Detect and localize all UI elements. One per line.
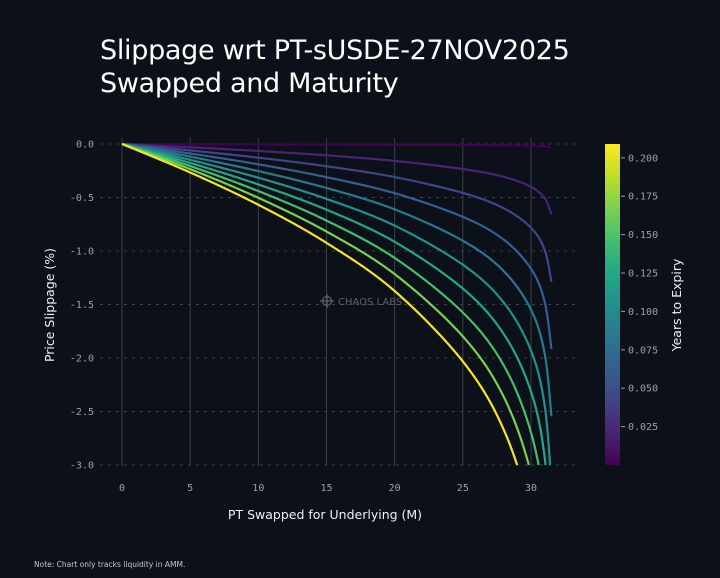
x-tick-label: 20 xyxy=(389,483,401,494)
y-tick-label: -2.5 xyxy=(70,407,94,418)
series-line xyxy=(121,142,553,417)
x-tick-label: 25 xyxy=(457,483,469,494)
series-group xyxy=(121,142,553,466)
y-tick-label: -0.5 xyxy=(70,193,94,204)
y-tick-label: 0.0 xyxy=(76,140,94,151)
colorbar-tick-label: 0.025 xyxy=(628,422,658,433)
x-axis-label: PT Swapped for Underlying (M) xyxy=(228,507,422,522)
series-line xyxy=(122,142,552,149)
series-line xyxy=(121,142,553,350)
colorbar-tick-label: 0.075 xyxy=(628,345,658,356)
colorbar-tick-label: 0.050 xyxy=(628,384,658,395)
colorbar-tick-label: 0.150 xyxy=(628,230,658,241)
colorbar-ticks: 0.200 0.175 0.150 0.125 0.100 0.075 0.050 0.025 xyxy=(621,153,658,433)
x-tick-label: 5 xyxy=(187,483,193,494)
series-line xyxy=(121,142,519,466)
watermark: CHAOS LABS xyxy=(320,294,402,308)
y-axis-label: Price Slippage (%) xyxy=(42,248,57,362)
colorbar-tick-label: 0.100 xyxy=(628,307,658,318)
chaos-labs-logo-icon xyxy=(320,294,334,308)
title-line-2: Swapped and Maturity xyxy=(100,68,399,99)
y-tick-label: -3.0 xyxy=(70,461,94,472)
series-line xyxy=(121,142,553,282)
chart-title: Slippage wrt PT-sUSDE-27NOV2025 Swapped … xyxy=(100,34,570,100)
colorbar-tick-label: 0.125 xyxy=(628,269,658,280)
y-tick-label: -2.0 xyxy=(70,354,94,365)
x-tick-label: 10 xyxy=(252,483,264,494)
x-tick-label: 30 xyxy=(525,483,537,494)
footnote: Note: Chart only tracks liquidity in AMM… xyxy=(34,560,186,569)
colorbar-label: Years to Expiry xyxy=(669,258,684,352)
colorbar-tick-label: 0.175 xyxy=(628,192,658,203)
series-line xyxy=(121,142,552,466)
y-tick-label: -1.5 xyxy=(70,300,94,311)
x-tick-label: 15 xyxy=(320,483,332,494)
colorbar xyxy=(605,144,620,465)
series-line xyxy=(121,142,540,466)
series-line xyxy=(121,142,530,466)
watermark-text: CHAOS LABS xyxy=(338,297,402,308)
title-line-1: Slippage wrt PT-sUSDE-27NOV2025 xyxy=(100,35,570,66)
x-tick-label: 0 xyxy=(119,483,125,494)
series-line xyxy=(121,142,547,466)
x-axis-ticks: 0 5 10 15 20 25 30 xyxy=(119,483,537,494)
y-axis-ticks: 0.0 -0.5 -1.0 -1.5 -2.0 -2.5 -3.0 xyxy=(70,140,94,472)
colorbar-tick-label: 0.200 xyxy=(628,153,658,164)
y-tick-label: -1.0 xyxy=(70,247,94,258)
series-line xyxy=(121,142,553,215)
